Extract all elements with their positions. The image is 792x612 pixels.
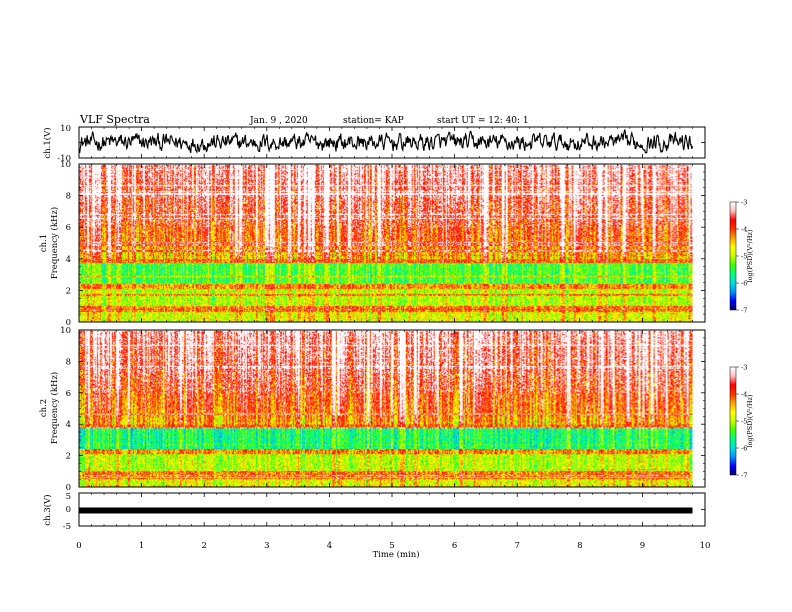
- station-label: station= KAP: [343, 116, 404, 126]
- x-tick-label: 9: [640, 541, 645, 551]
- y-tick-label: 0: [66, 483, 71, 493]
- colorbar-tick-label: -6: [741, 280, 747, 288]
- ch1-waveform-line: [79, 129, 694, 154]
- y-tick-label: 4: [66, 420, 71, 430]
- ch2-colorbar: -3 -4 -5 -6 -7 log(PSD)(V²/Hz): [729, 364, 754, 480]
- colorbar-tick-label: -7: [741, 307, 747, 315]
- colorbar-tick-label: -5: [741, 253, 747, 261]
- x-tick-label: 7: [514, 541, 519, 551]
- colorbar-tick-label: -6: [741, 445, 747, 453]
- colorbar-tick-label: -5: [741, 418, 747, 426]
- ch1-spectrogram-panel: 0 2 4 6 8 10 ch.1 Frequency (kHz): [39, 160, 706, 328]
- y-tick-label: 6: [66, 389, 71, 399]
- ch2-colorbar-ramp: [730, 367, 736, 475]
- x-tick-label: 0: [76, 541, 81, 551]
- x-tick-label: 1: [139, 541, 144, 551]
- ch2-frequency-label: Frequency (kHz): [49, 372, 60, 444]
- x-tick-label: 8: [577, 541, 582, 551]
- y-tick-label: 2: [66, 452, 71, 462]
- colorbar-tick-label: -3: [741, 199, 747, 207]
- ch1-ytick-bottom: -10: [57, 154, 71, 164]
- y-tick-label: 8: [66, 357, 71, 367]
- x-axis-label: Time (min): [372, 549, 419, 560]
- ch1-colorbar-label: log(PSD)(V²/Hz): [746, 229, 754, 282]
- y-tick-label: 10: [60, 160, 71, 170]
- x-tick-label: 6: [452, 541, 457, 551]
- ch1-colorbar: -3 -4 -5 -6 -7 log(PSD)(V²/Hz): [729, 199, 754, 315]
- ch1-ytick-top: 10: [60, 124, 71, 134]
- ch1-waveform-ylabel: ch.1(V): [42, 127, 53, 158]
- ch2-spectrogram-image: [79, 330, 693, 487]
- y-tick-label: 8: [66, 192, 71, 202]
- start-time-label: start UT = 12: 40: 1: [437, 116, 529, 126]
- date-label: Jan. 9 , 2020: [249, 116, 308, 126]
- ch1-colorbar-ramp: [730, 202, 736, 310]
- y-tick-label: 10: [60, 326, 71, 336]
- colorbar-tick-label: -4: [741, 226, 747, 234]
- x-tick-label: 5: [389, 541, 394, 551]
- ch1-channel-label: ch.1: [39, 234, 49, 252]
- x-tick-label: 2: [201, 541, 206, 551]
- y-tick-label: 2: [66, 286, 71, 296]
- ch2-channel-label: ch.2: [39, 399, 49, 417]
- ch1-frequency-label: Frequency (kHz): [49, 207, 60, 279]
- ch2-colorbar-label: log(PSD)(V²/Hz): [746, 394, 754, 447]
- ch3-ytick-top: 5: [66, 492, 71, 502]
- colorbar-tick-label: -4: [741, 391, 747, 399]
- ch2-spectrogram-panel: 0 2 4 6 8 10 ch.2 Frequency (kHz): [39, 326, 706, 493]
- y-tick-label: 0: [66, 318, 71, 328]
- y-tick-label: 6: [66, 223, 71, 233]
- colorbar-tick-label: -7: [741, 472, 747, 480]
- x-tick-label: 3: [264, 541, 269, 551]
- x-tick-label: 4: [327, 541, 332, 551]
- y-tick-label: 4: [66, 255, 71, 265]
- ch3-ytick-mid: 0: [66, 505, 71, 515]
- figure-title: VLF Spectra: [79, 113, 150, 126]
- ch3-waveform-ylabel: ch.3(V): [42, 494, 53, 525]
- ch3-ytick-bottom: -5: [63, 522, 71, 532]
- ch1-spectrogram-image: [79, 164, 693, 322]
- x-tick-label: 10: [700, 541, 711, 551]
- colorbar-tick-label: -3: [741, 364, 747, 372]
- ch3-waveform-line: [79, 507, 693, 514]
